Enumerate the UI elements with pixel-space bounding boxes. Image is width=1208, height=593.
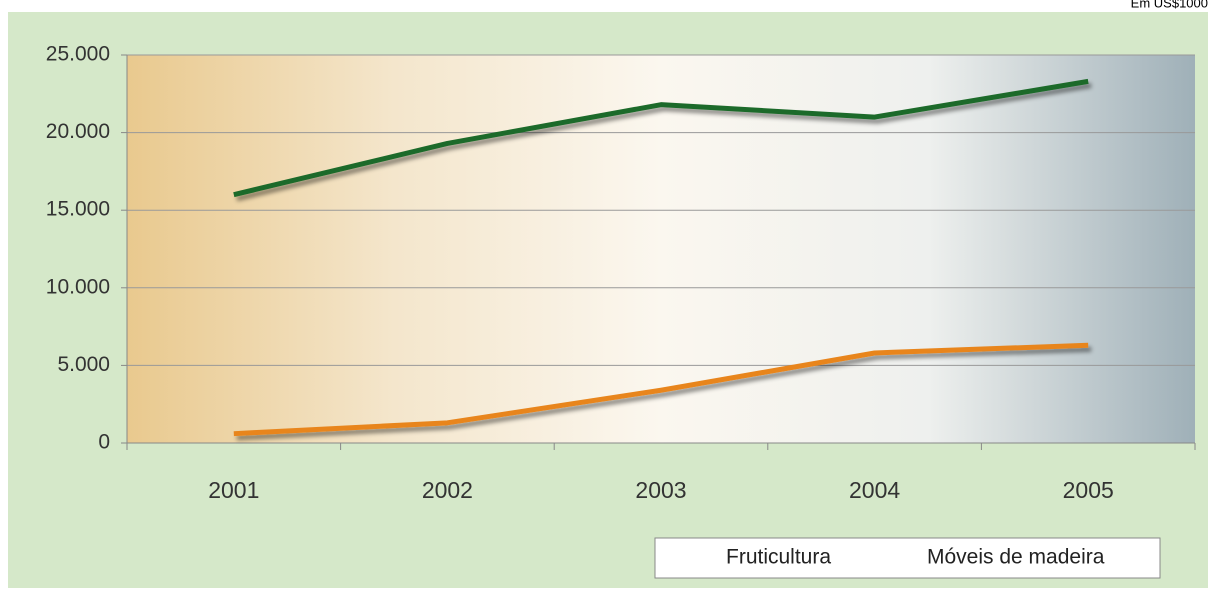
series-line xyxy=(233,78,1089,198)
x-tick-label: 2002 xyxy=(422,477,473,503)
y-tick-label: 20.000 xyxy=(46,120,110,143)
x-tick-label: 2003 xyxy=(635,477,686,503)
y-tick-label: 25.000 xyxy=(46,43,110,66)
legend-label: Fruticultura xyxy=(726,546,831,569)
plot-area xyxy=(127,55,1195,443)
y-tick-label: 5.000 xyxy=(57,353,110,376)
y-tick-label: 15.000 xyxy=(46,198,110,221)
x-tick-label: 2005 xyxy=(1063,477,1114,503)
x-tick-label: 2001 xyxy=(208,477,259,503)
y-tick-label: 0 xyxy=(98,431,110,454)
y-tick-label: 10.000 xyxy=(46,275,110,298)
series-line xyxy=(233,342,1089,437)
legend-label: Móveis de madeira xyxy=(927,546,1105,569)
unit-note: Em US$1000 xyxy=(1131,0,1208,10)
x-tick-label: 2004 xyxy=(849,477,900,503)
